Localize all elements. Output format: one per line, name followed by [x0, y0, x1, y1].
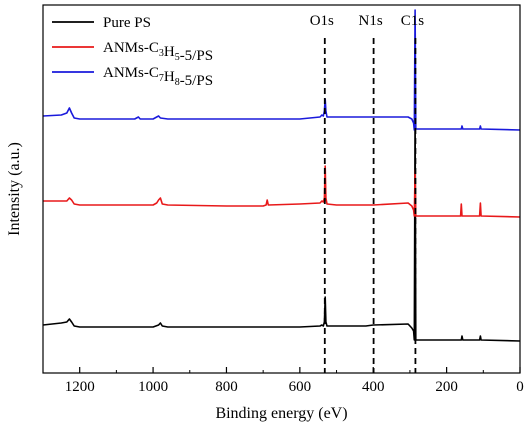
- legend-label-2: ANMs-C3H5-5/PS: [103, 40, 213, 64]
- tick-layer: 1200 1000 800 600 400 200 0: [42, 367, 524, 395]
- series-line-2: [43, 165, 521, 218]
- peak-label-c1s: C1s: [401, 13, 425, 29]
- x-tick-label-1200: 1200: [65, 379, 95, 395]
- x-tick-label-200: 200: [435, 379, 458, 395]
- x-tick-label-400: 400: [362, 379, 385, 395]
- legend-label-3: ANMs-C7H8-5/PS: [103, 65, 213, 89]
- x-tick-label-0: 0: [516, 379, 524, 395]
- x-tick-label-1000: 1000: [138, 379, 168, 395]
- peak-label-n1s: N1s: [359, 13, 383, 29]
- x-axis-label: Binding energy (eV): [215, 405, 347, 422]
- series-layer: [42, 9, 521, 342]
- series-line-1: [42, 111, 521, 342]
- series-line-3: [42, 9, 521, 131]
- plot-frame: [42, 4, 521, 374]
- legend-label-1: Pure PS: [103, 15, 151, 31]
- peak-label-o1s: O1s: [310, 13, 334, 29]
- peak-label-layer: O1s N1s C1s: [310, 13, 425, 373]
- x-tick-label-600: 600: [289, 379, 312, 395]
- y-axis-label: Intensity (a.u.): [6, 142, 23, 236]
- x-tick-label-800: 800: [215, 379, 238, 395]
